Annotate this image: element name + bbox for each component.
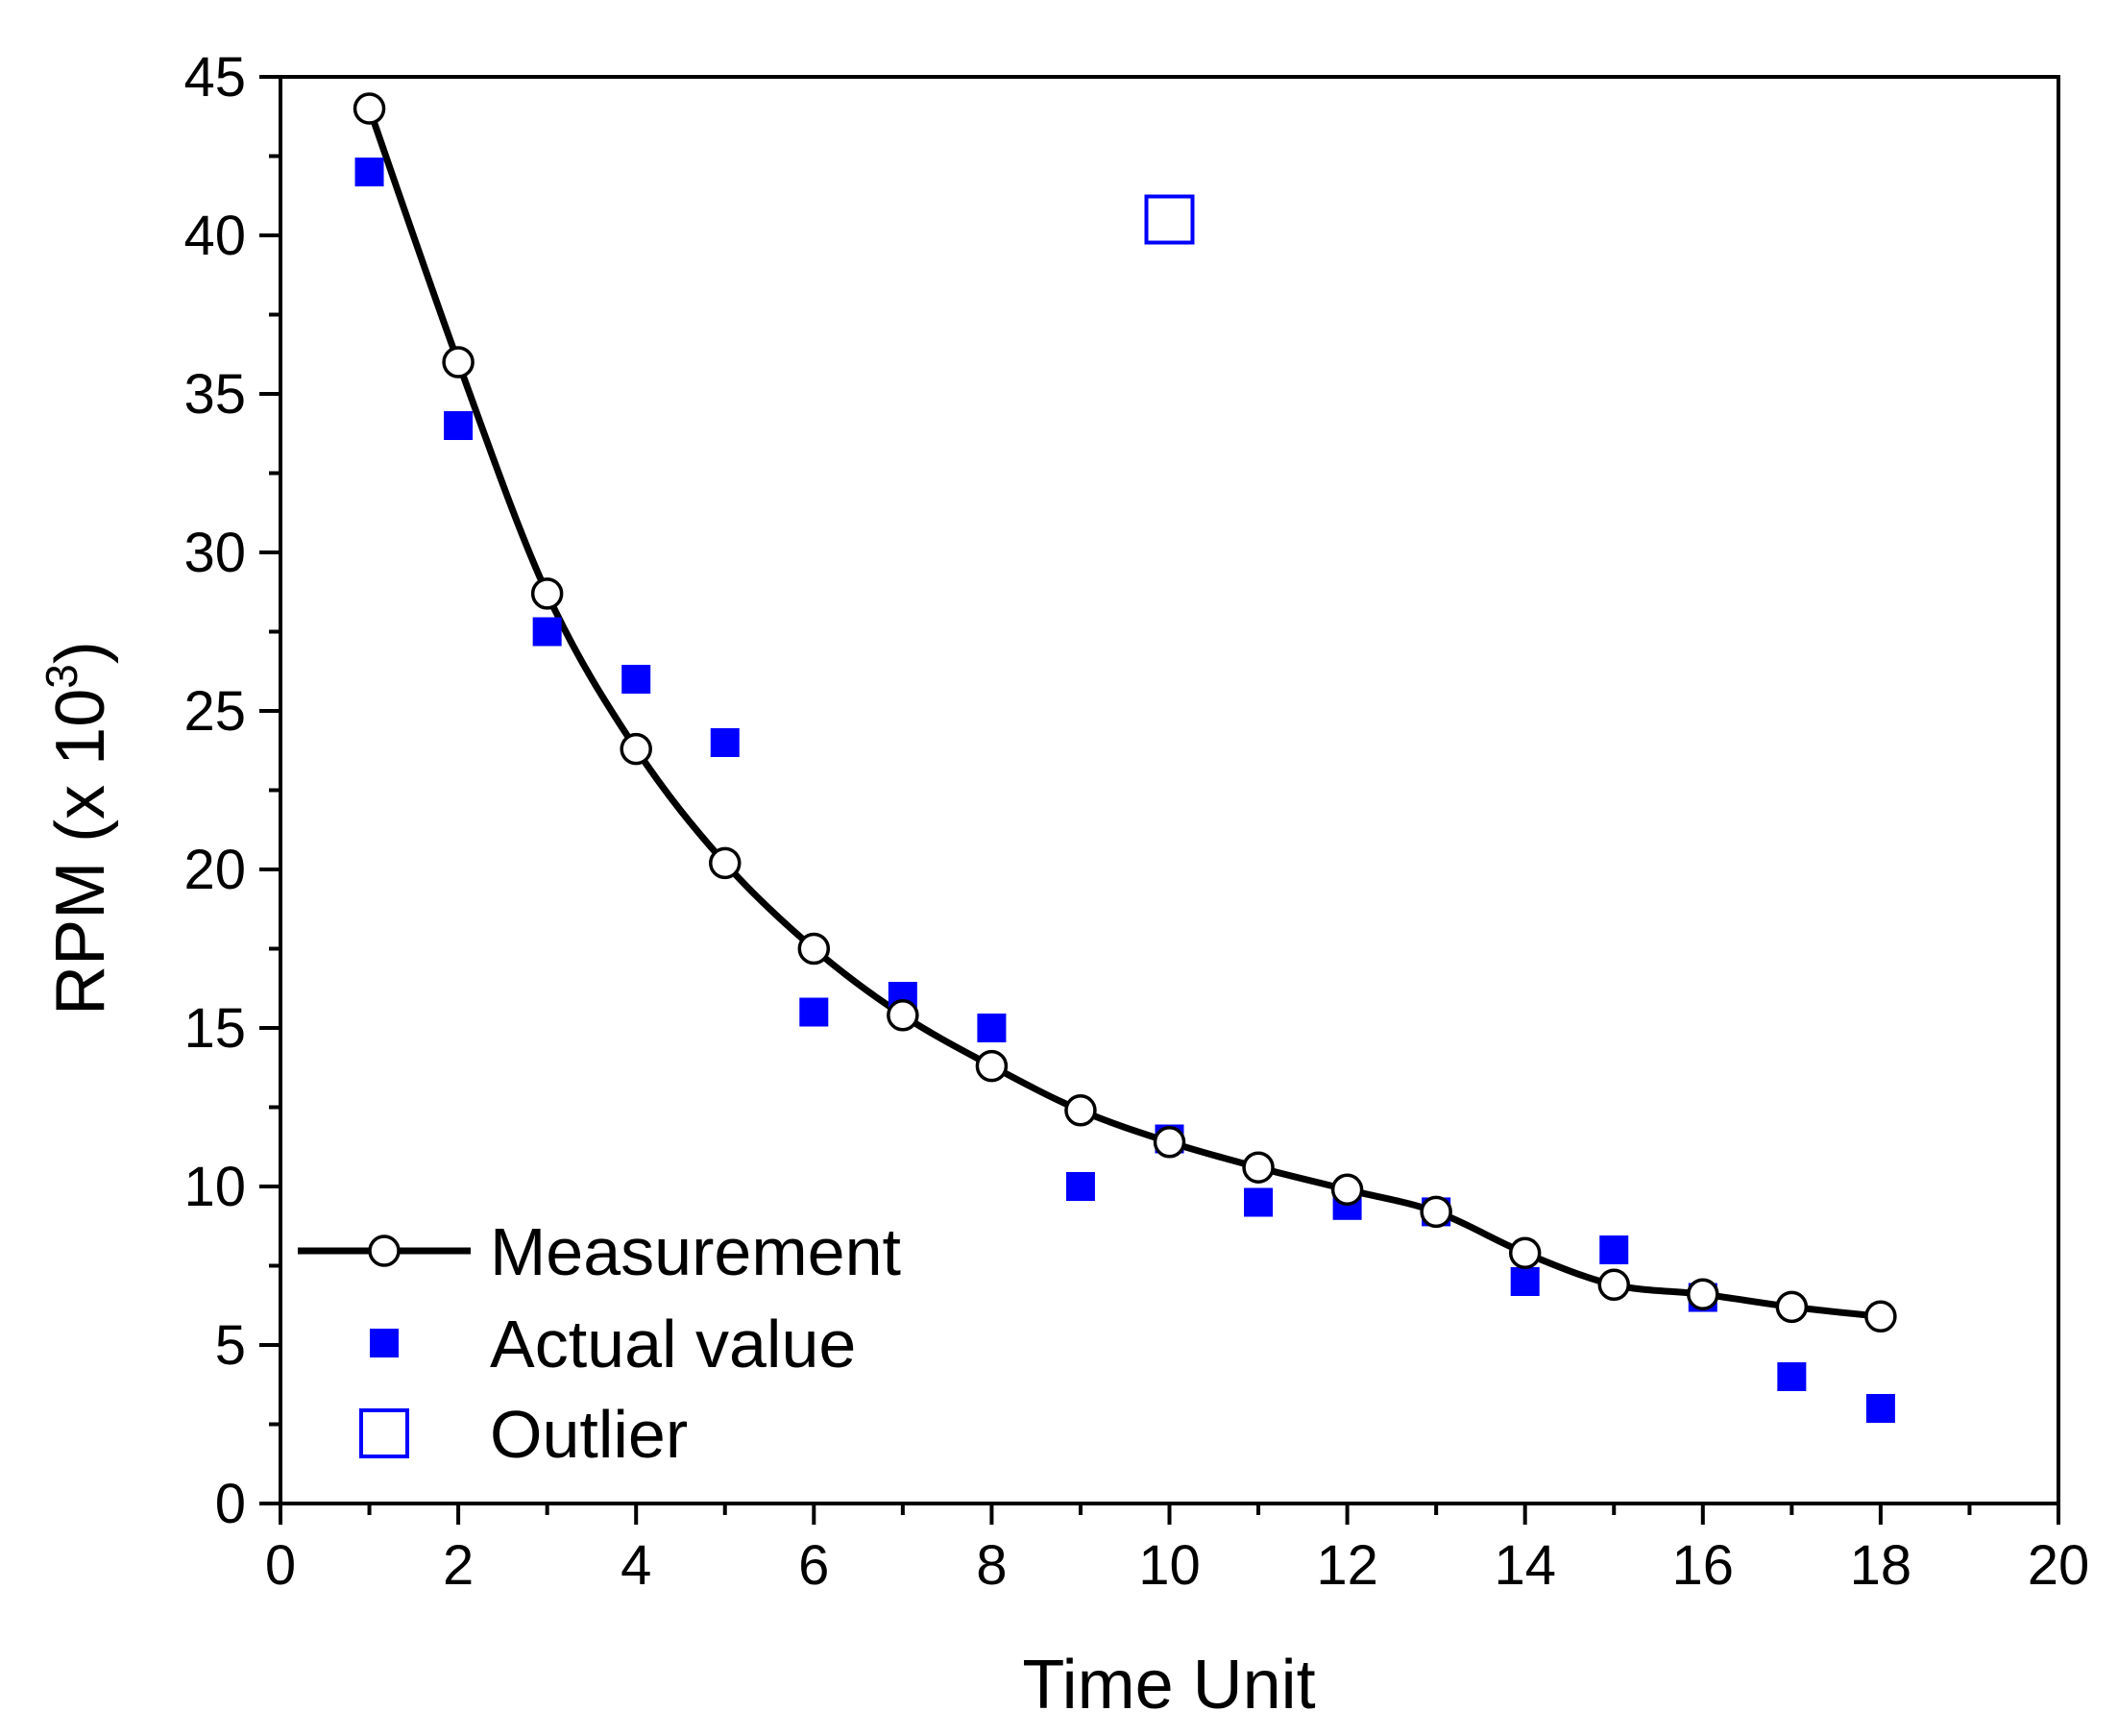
y-tick-label: 20 — [183, 839, 246, 901]
y-axis-title-superscript: 3 — [37, 664, 86, 689]
y-tick-label: 15 — [183, 997, 246, 1060]
axis-ticks: 0 2 4 6 8 10 12 14 16 18 20 0 5 10 15 20 25 30 35 40 45 — [183, 46, 2089, 1597]
svg-text:RPM (x 103): RPM (x 103) — [37, 641, 119, 1015]
actual-value-point — [1065, 1172, 1095, 1201]
x-tick-label: 6 — [798, 1534, 829, 1597]
measurement-point — [1508, 1236, 1542, 1270]
x-tick-label: 0 — [265, 1534, 296, 1597]
actual-value-point — [1777, 1362, 1807, 1391]
measurement-point — [1864, 1300, 1897, 1333]
measurement-line — [366, 107, 1882, 1320]
measurement-point — [1775, 1290, 1809, 1324]
measurement-point — [1242, 1151, 1275, 1184]
measurement-point — [442, 346, 475, 379]
x-tick-label: 18 — [1850, 1534, 1912, 1597]
y-tick-label: 45 — [183, 46, 246, 109]
y-tick-label: 35 — [183, 363, 246, 426]
measurement-point — [709, 846, 742, 880]
actual-value-point — [621, 665, 651, 694]
y-tick-label: 30 — [183, 522, 246, 584]
x-tick-label: 14 — [1494, 1534, 1556, 1597]
measurement-point — [1064, 1094, 1097, 1127]
measurement-point — [1420, 1195, 1452, 1229]
legend-label: Measurement — [490, 1214, 901, 1289]
x-tick-label: 16 — [1672, 1534, 1735, 1597]
actual-value-point — [1244, 1187, 1274, 1217]
y-tick-label: 25 — [183, 680, 246, 743]
y-tick-label: 5 — [215, 1314, 246, 1377]
measurement-point — [620, 732, 652, 766]
measurement-point — [1153, 1126, 1186, 1159]
actual-value-point — [532, 617, 562, 647]
measurement-point — [353, 92, 386, 125]
axes — [279, 75, 2060, 1505]
actual-value-point — [710, 728, 740, 757]
measurement-point — [1597, 1268, 1630, 1302]
x-tick-label: 12 — [1316, 1534, 1378, 1597]
actual-value-point — [1865, 1394, 1895, 1423]
legend: Measurement Actual value Outlier — [298, 1214, 901, 1472]
measurement-point — [797, 932, 831, 966]
y-axis-title-main: RPM (x 10 — [42, 689, 119, 1015]
measurement-point — [530, 577, 564, 610]
x-tick-label: 2 — [443, 1534, 474, 1597]
legend-actual-marker — [370, 1329, 399, 1357]
measurement-point — [1330, 1173, 1364, 1207]
x-tick-label: 10 — [1138, 1534, 1201, 1597]
plot-frame — [279, 75, 2060, 1505]
legend-measurement-marker — [368, 1235, 401, 1267]
measurement-point — [1687, 1278, 1719, 1310]
y-tick-label: 40 — [183, 205, 246, 267]
actual-value-point — [1510, 1267, 1540, 1296]
y-axis-title-close: ) — [42, 641, 119, 664]
actual-value-point — [354, 158, 384, 186]
outlier-point — [1144, 194, 1195, 245]
legend-label: Actual value — [490, 1307, 856, 1381]
actual-value-point — [444, 411, 474, 440]
legend-label: Outlier — [490, 1397, 688, 1472]
y-axis-title: RPM (x 103) — [37, 641, 119, 1015]
measurement-point — [887, 999, 919, 1032]
x-tick-label: 20 — [2028, 1534, 2090, 1597]
legend-outlier-marker — [359, 1408, 409, 1458]
x-axis-title: Time Unit — [1022, 1647, 1315, 1724]
y-tick-label: 10 — [183, 1156, 246, 1218]
x-tick-label: 4 — [621, 1534, 651, 1597]
y-tick-label: 0 — [215, 1473, 246, 1535]
x-tick-label: 8 — [976, 1534, 1007, 1597]
actual-value-point — [799, 997, 829, 1027]
measurement-point — [975, 1049, 1009, 1083]
series — [353, 92, 1897, 1423]
actual-value-point — [1599, 1235, 1629, 1264]
actual-value-point — [977, 1014, 1007, 1042]
